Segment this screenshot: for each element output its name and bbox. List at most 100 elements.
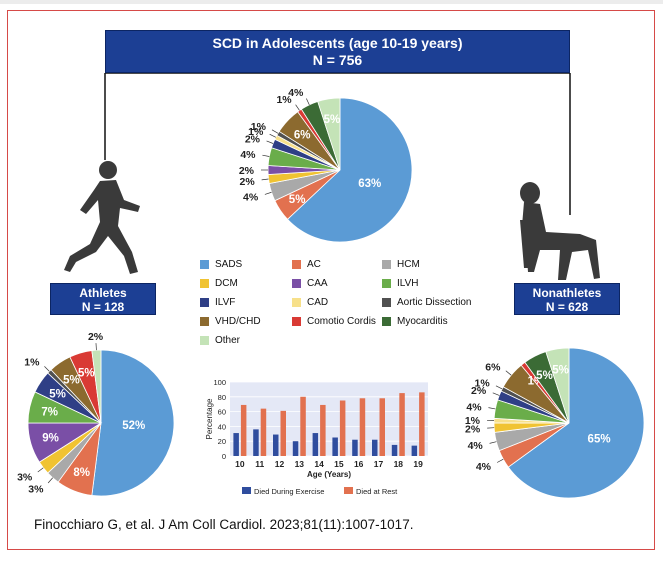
legend-label: VHD/CHD <box>215 316 261 327</box>
bar-died-at-rest-16 <box>359 398 366 456</box>
bar-died-at-rest-12 <box>280 410 286 456</box>
legend-label: ILVF <box>215 297 236 308</box>
pie-slice-sads <box>507 347 645 499</box>
pie-label-ilvf: 5% <box>49 388 66 400</box>
bar-x-tick: 17 <box>374 459 384 469</box>
legend-swatch <box>200 336 209 345</box>
pie-label-other: 2% <box>88 331 104 343</box>
pie-leader-line <box>489 441 497 444</box>
legend-label: Myocarditis <box>397 316 448 327</box>
pie-leader-line <box>47 477 53 484</box>
bar-y-tick: 100 <box>213 378 226 387</box>
pie-leader-line <box>271 129 279 134</box>
pie-slice-other <box>317 97 341 171</box>
title-box: SCD in Adolescents (age 10-19 years) N =… <box>105 30 570 73</box>
athletes-n: N = 128 <box>81 300 125 314</box>
legend-swatch <box>292 298 301 307</box>
bar-legend-swatch-died-at-rest <box>344 487 353 494</box>
pie-label-aortic-dissection: 1% <box>251 121 267 133</box>
pie-leader-line <box>44 366 50 372</box>
legend-item-ac: AC <box>292 259 321 270</box>
legend-label: Aortic Dissection <box>397 297 472 308</box>
title-line-1: SCD in Adolescents (age 10-19 years) <box>212 35 463 51</box>
legend-item-aortic-dissection: Aortic Dissection <box>382 297 471 308</box>
pie-chart-nonathletes: 65%4%4%2%1%4%2%1%6%1%5% 5% <box>465 347 645 499</box>
bar-died-during-exercise-14 <box>312 433 319 456</box>
bar-died-during-exercise-19 <box>411 445 418 456</box>
title-line-2: N = 756 <box>312 52 363 68</box>
bar-chart-age: 0 20 40 60 80 100 10 11 12 13 14 15 16 17 18 19 Age (Yea… <box>205 378 428 496</box>
bar-died-during-exercise-18 <box>391 444 398 456</box>
nonathletes-label: Nonathletes <box>532 286 602 300</box>
pie-label-vhd-chd: 6% <box>485 361 501 373</box>
pie-leader-line <box>492 392 500 396</box>
bar-died-at-rest-17 <box>379 398 385 456</box>
bar-died-during-exercise-17 <box>372 439 378 456</box>
legend-item-ilvh: ILVH <box>382 278 419 289</box>
bar-died-at-rest-13 <box>300 396 306 456</box>
pie-label-hcm: 3% <box>28 483 44 495</box>
pie-leader-line <box>262 154 270 157</box>
legend-label: HCM <box>397 259 420 270</box>
pie-label-aortic-dissection: 1% <box>475 378 491 390</box>
pie-label-ilvf: 2% <box>245 133 261 145</box>
pie-leader-line <box>266 140 274 144</box>
legend-swatch <box>292 279 301 288</box>
pie-leader-line <box>496 458 504 463</box>
bar-plot-area <box>230 382 428 456</box>
pie-label-ilvf: 2% <box>471 385 487 397</box>
pie-leader-line <box>505 370 512 376</box>
legend-item-dcm: DCM <box>200 278 238 289</box>
legend-label: Other <box>215 335 241 346</box>
figure-frame <box>7 10 655 550</box>
pie-label-hcm: 4% <box>468 440 484 452</box>
legend-item-ilvf: ILVF <box>200 297 235 308</box>
legend-item-myocarditis: Myocarditis <box>382 316 448 327</box>
legend-label: Comotio Cordis <box>307 316 376 327</box>
pie-slice-other <box>91 349 102 424</box>
pie-label-ilvh: 4% <box>240 149 256 161</box>
legend-item-cad: CAD <box>292 297 328 308</box>
legend-swatch <box>200 260 209 269</box>
legend-item-sads: SADS <box>200 259 242 270</box>
legend-label: CAA <box>307 278 328 289</box>
legend-label: ILVH <box>397 278 419 289</box>
legend-swatch <box>382 317 391 326</box>
sitting-person-icon <box>520 182 600 280</box>
bar-x-tick: 10 <box>235 459 245 469</box>
pie-leader-line <box>495 385 503 390</box>
pie-leader-line <box>264 191 272 195</box>
pie-label-cad: 1% <box>248 126 264 138</box>
bar-died-at-rest-15 <box>339 400 346 456</box>
pie-leader-line <box>306 98 310 106</box>
bar-died-at-rest-19 <box>419 392 425 456</box>
legend-item-vhd-chd: VHD/CHD <box>200 316 261 327</box>
bar-x-tick: 15 <box>334 459 344 469</box>
pie-label-cad: 1% <box>465 415 481 427</box>
bar-x-tick: 11 <box>255 459 264 469</box>
bar-died-during-exercise-12 <box>273 434 279 456</box>
pie-label-caa: 2% <box>239 165 255 177</box>
pie-label-comotio-cordis: 5% <box>78 368 95 380</box>
pie-label-dcm: 2% <box>239 176 255 188</box>
athletes-label: Athletes <box>79 286 127 300</box>
pie-label-comotio-cordis: 1% <box>276 94 292 106</box>
legend-item-caa: CAA <box>292 278 328 289</box>
legend-item-comotio-cordis: Comotio Cordis <box>292 316 376 327</box>
pie-label-ac: 5% <box>289 194 306 206</box>
pie-label-sads: 52% <box>122 420 145 432</box>
bar-x-tick: 14 <box>314 459 324 469</box>
legend-swatch <box>200 317 209 326</box>
bar-x-tick: 18 <box>394 459 404 469</box>
legend-item-other: Other <box>200 335 240 346</box>
legend-swatch <box>200 279 209 288</box>
pie-label-vhd-chd: 5% <box>63 375 80 387</box>
bar-y-tick: 80 <box>218 393 226 402</box>
pie-chart-athletes: 52%8%3%3%9%7%5%1%5%5%2% <box>17 331 175 497</box>
bar-y-tick: 40 <box>218 422 226 431</box>
pie-label-caa: 9% <box>42 433 59 445</box>
pie-label-aortic-dissection: 1% <box>24 356 40 368</box>
bar-y-axis-label: Percentage <box>205 398 214 439</box>
runner-icon <box>64 161 140 274</box>
